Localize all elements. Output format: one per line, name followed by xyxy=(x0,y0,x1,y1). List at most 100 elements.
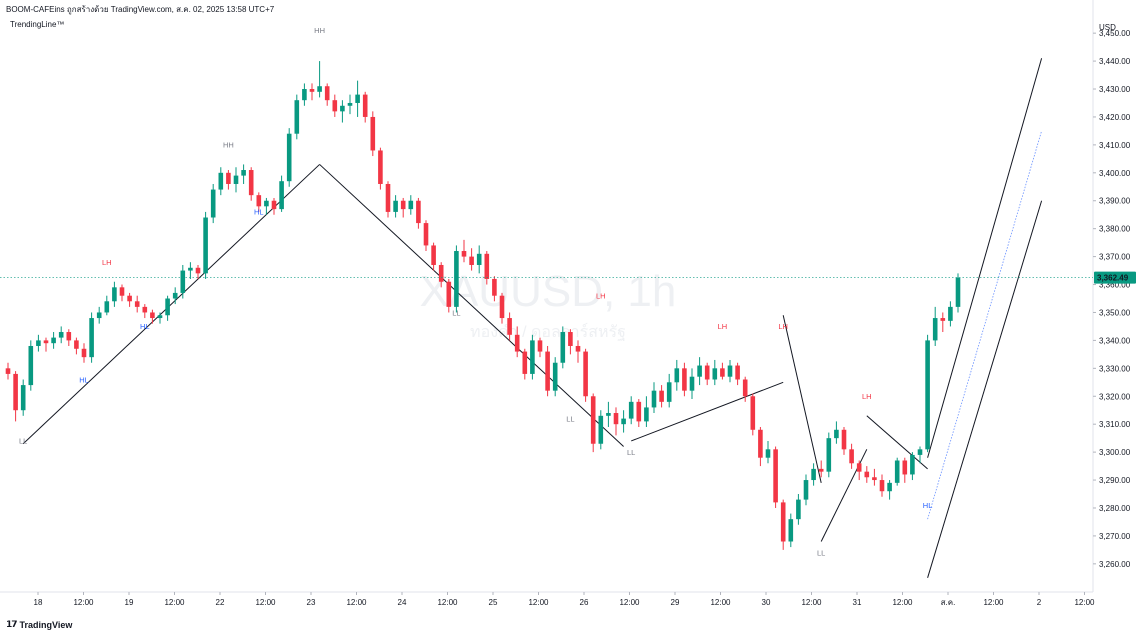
time-tick-label: 12:00 xyxy=(892,598,913,607)
candle-body xyxy=(932,318,938,341)
candle-body xyxy=(568,332,573,346)
candle-body xyxy=(385,183,391,212)
time-tick-label: 26 xyxy=(580,598,589,607)
trendline xyxy=(866,415,928,470)
candle-body xyxy=(309,89,315,92)
time-tick-label: 19 xyxy=(125,598,134,607)
candle xyxy=(332,94,338,117)
candle-body xyxy=(408,200,414,210)
price-tick-label: 3,310.00 xyxy=(1099,420,1131,429)
candle-body xyxy=(241,170,246,176)
time-tick-label: ส.ค. xyxy=(941,598,956,607)
candle-body xyxy=(887,482,892,492)
candle xyxy=(104,295,110,316)
candle xyxy=(469,248,474,271)
trendline xyxy=(631,381,784,442)
candle-body xyxy=(210,189,216,218)
candle xyxy=(43,337,49,352)
candle xyxy=(636,399,642,427)
candle xyxy=(423,220,429,252)
candle-body xyxy=(948,306,953,321)
candle xyxy=(51,332,56,349)
candle xyxy=(887,480,892,500)
candle-body xyxy=(803,480,809,500)
candle xyxy=(378,147,383,190)
price-axis[interactable]: 3,260.00 3,270.00 3,280.00 3,290.00 3,300.00… xyxy=(1093,29,1131,569)
candle-body xyxy=(864,471,870,478)
candle-body xyxy=(644,407,649,422)
watermark-subtitle: ทองคำ / ดอลลาร์สหรัฐ xyxy=(470,322,626,341)
candle-body xyxy=(879,480,885,492)
candle xyxy=(484,251,490,285)
candle-body xyxy=(96,312,102,319)
candle-body xyxy=(332,100,338,112)
candle-body xyxy=(150,312,155,319)
candle-body xyxy=(172,292,178,299)
candle-body xyxy=(119,287,125,296)
candle-body xyxy=(157,315,163,319)
candle xyxy=(20,379,26,416)
candle-body xyxy=(940,318,946,321)
candle-body xyxy=(271,200,277,210)
candle-body xyxy=(499,295,505,319)
candle-body xyxy=(66,332,72,341)
candle xyxy=(438,262,444,288)
candle xyxy=(218,167,224,196)
candle xyxy=(36,334,41,352)
candle xyxy=(750,393,756,436)
candle xyxy=(560,326,566,369)
candle-body xyxy=(317,86,322,92)
time-tick-label: 12:00 xyxy=(1074,598,1095,607)
candle xyxy=(302,83,307,106)
watermark-title: XAUUSD, 1h xyxy=(420,267,677,316)
candle-body xyxy=(575,345,581,352)
candle xyxy=(507,312,512,341)
price-tick-label: 3,290.00 xyxy=(1099,476,1131,485)
time-axis[interactable]: 18 12:00 19 12:00 22 12:00 23 12:00 24 12:00 25 12:… xyxy=(34,592,1096,607)
candle-body xyxy=(20,385,26,411)
candle xyxy=(530,334,535,380)
price-tick-label: 3,430.00 xyxy=(1099,85,1131,94)
candle-body xyxy=(423,223,429,246)
candle-body xyxy=(461,251,467,257)
candle xyxy=(226,170,231,190)
candle xyxy=(134,295,140,313)
candle-body xyxy=(818,468,824,472)
candle xyxy=(286,128,292,187)
swing-label: LL xyxy=(627,448,635,457)
time-tick-label: 23 xyxy=(307,598,316,607)
candle-body xyxy=(742,379,748,397)
candle-body xyxy=(142,306,148,313)
last-price-marker: 3,362.49 xyxy=(0,271,1136,284)
candle-body xyxy=(58,332,64,338)
candle-body xyxy=(659,390,664,402)
candle xyxy=(712,359,718,386)
candle xyxy=(780,499,786,550)
time-tick-label: 12:00 xyxy=(73,598,94,607)
swing-label: LL xyxy=(19,437,27,446)
last-price-tag xyxy=(1094,271,1136,284)
candle-body xyxy=(492,278,497,296)
candle xyxy=(233,167,239,193)
candle-body xyxy=(51,337,56,344)
candle-body xyxy=(750,396,756,430)
candle xyxy=(925,334,930,453)
candle xyxy=(917,446,923,464)
candle-body xyxy=(400,200,406,210)
time-tick-label: 22 xyxy=(216,598,225,607)
price-tick-label: 3,450.00 xyxy=(1099,29,1131,38)
candle-body xyxy=(530,340,535,374)
candle-body xyxy=(233,175,239,184)
candle-body xyxy=(264,200,269,207)
swing-label: LH xyxy=(102,258,112,267)
candle-body xyxy=(378,150,383,184)
candle xyxy=(674,359,680,391)
price-tick-label: 3,270.00 xyxy=(1099,532,1131,541)
candle xyxy=(765,440,771,464)
candle xyxy=(948,301,953,327)
candle xyxy=(446,278,452,313)
candle-body xyxy=(674,368,680,383)
indicator-label[interactable]: TrendingLine™ xyxy=(10,20,65,29)
time-tick-label: 12:00 xyxy=(528,598,549,607)
